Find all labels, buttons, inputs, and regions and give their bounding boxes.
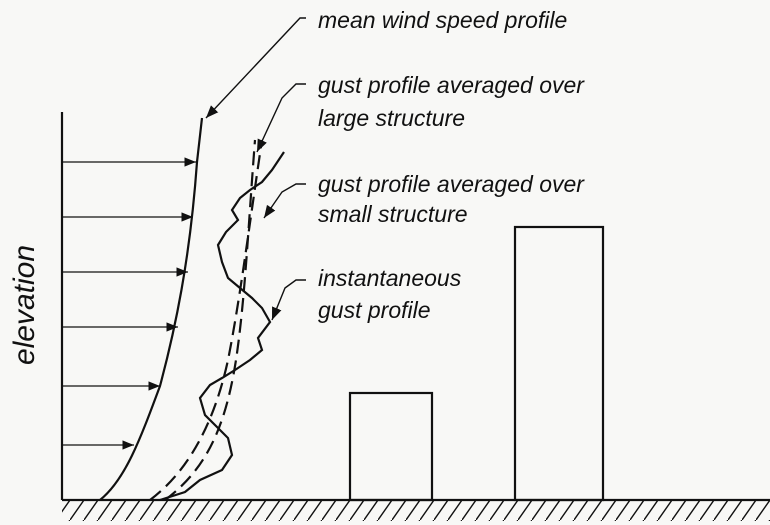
label: instantaneous	[318, 265, 462, 291]
instantaneous-profile	[159, 151, 285, 502]
velocity-arrows	[62, 157, 196, 450]
label: gust profile	[318, 297, 431, 323]
tall-building	[513, 225, 605, 502]
gust-large-profile	[149, 139, 264, 501]
gust-small-profile	[164, 139, 257, 501]
axis-label: elevation	[8, 245, 41, 365]
label: mean wind speed profile	[318, 7, 567, 33]
ground-hatch	[62, 501, 770, 521]
label: gust profile averaged over	[318, 72, 585, 98]
label: large structure	[318, 105, 465, 131]
mean-profile	[99, 117, 204, 501]
small-building	[348, 391, 434, 502]
leaders	[205, 17, 306, 321]
label: gust profile averaged over	[318, 171, 585, 197]
label: small structure	[318, 201, 468, 227]
